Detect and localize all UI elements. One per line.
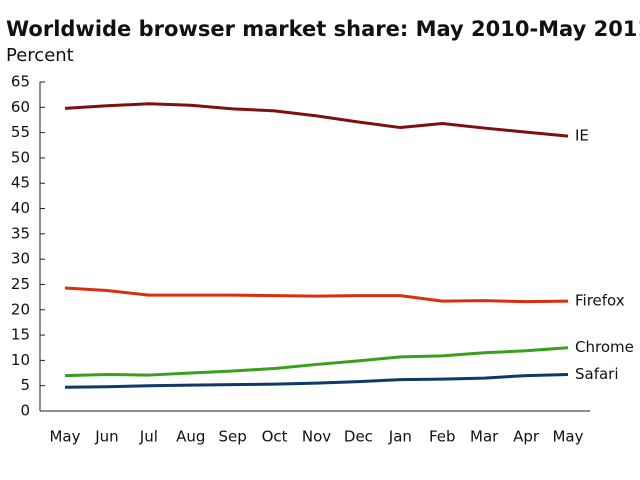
x-tick-label: Oct — [262, 428, 288, 446]
y-tick-label: 0 — [20, 402, 30, 420]
x-tick-label: Dec — [344, 428, 373, 446]
series-line — [64, 373, 569, 389]
x-tick-label: Jul — [139, 428, 158, 446]
x-tick-label: Sep — [219, 428, 247, 446]
y-tick-label: 20 — [11, 300, 30, 318]
x-tick-label: Mar — [470, 428, 499, 446]
series-line — [64, 102, 569, 138]
x-tick-label: May — [49, 428, 80, 446]
x-tick-label: Feb — [429, 428, 456, 446]
x-tick-label: Nov — [302, 428, 331, 446]
series-label: IE — [575, 127, 589, 145]
series-line — [64, 286, 569, 304]
y-tick-label: 55 — [11, 123, 30, 141]
y-tick-label: 25 — [11, 275, 30, 293]
y-tick-label: 60 — [11, 98, 30, 116]
x-tick-label: Jun — [94, 428, 118, 446]
y-tick-label: 30 — [11, 250, 30, 268]
y-tick-label: 65 — [11, 73, 30, 91]
x-tick-label: May — [552, 428, 583, 446]
y-tick-label: 50 — [11, 148, 30, 166]
y-tick-label: 35 — [11, 224, 30, 242]
y-tick-label: 40 — [11, 199, 30, 217]
series-label: Safari — [575, 365, 619, 383]
series-label: Firefox — [575, 292, 625, 310]
series-line — [64, 346, 569, 378]
x-tick-label: Apr — [513, 428, 540, 446]
chart-subtitle: Percent — [6, 45, 74, 66]
y-tick-label: 15 — [11, 326, 30, 344]
y-tick-label: 45 — [11, 174, 30, 192]
y-tick-label: 5 — [20, 376, 30, 394]
x-tick-label: Aug — [176, 428, 205, 446]
series-label: Chrome — [575, 338, 634, 356]
x-tick-label: Jan — [388, 428, 412, 446]
y-tick-label: 10 — [11, 351, 30, 369]
chart-title: Worldwide browser market share: May 2010… — [6, 17, 640, 41]
